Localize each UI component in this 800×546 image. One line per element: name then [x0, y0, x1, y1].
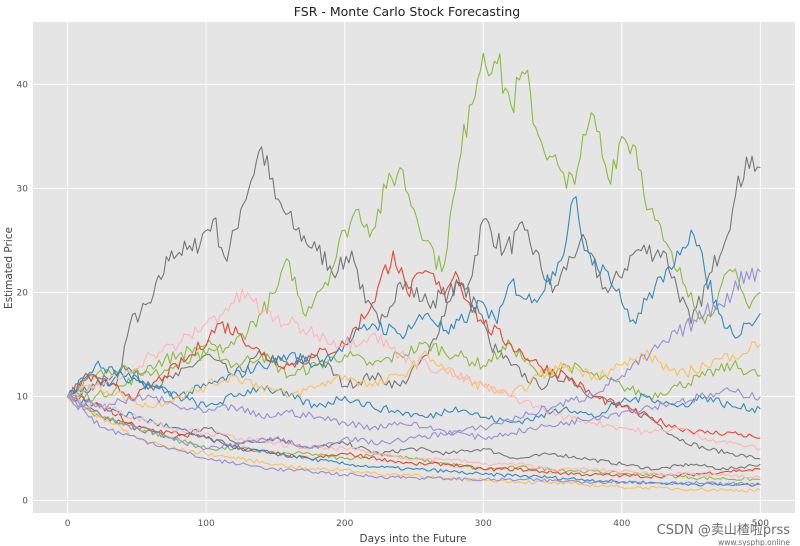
y-tick-label: 10 [17, 392, 29, 402]
series-line-4 [67, 52, 761, 397]
x-tick-label: 500 [752, 519, 769, 529]
chart-title: FSR - Monte Carlo Stock Forecasting [294, 4, 520, 19]
watermark-csdn: CSDN @卖山楂啦prss [657, 523, 791, 538]
series-line-14 [67, 288, 761, 451]
y-tick-label: 20 [17, 288, 29, 298]
series-line-10 [67, 370, 761, 425]
y-tick-label: 40 [17, 80, 29, 90]
x-axis-label: Days into the Future [360, 533, 467, 545]
x-tick-labels: 0 100 200 300 400 500 [65, 519, 769, 529]
x-tick-label: 0 [65, 519, 71, 529]
series-line-18 [67, 387, 761, 441]
y-tick-labels: 0 10 20 30 40 [17, 80, 29, 506]
series-line-7 [67, 250, 761, 439]
series-line-9 [67, 196, 761, 400]
y-tick-label: 30 [17, 184, 29, 194]
series-line-15 [67, 392, 761, 479]
x-tick-label: 200 [336, 519, 353, 529]
x-tick-label: 100 [198, 519, 215, 529]
gridlines [33, 22, 795, 513]
series-line-5 [67, 339, 761, 402]
series-line-16 [67, 267, 761, 451]
x-tick-label: 400 [613, 519, 630, 529]
series-line-17 [67, 396, 761, 487]
series-lines [67, 52, 761, 493]
series-line-8 [67, 392, 761, 479]
series-line-13 [67, 396, 761, 493]
watermark-site: www.sysphp.online [718, 538, 790, 546]
plot-background [33, 22, 795, 513]
x-tick-label: 300 [475, 519, 492, 529]
y-tick-label: 0 [22, 497, 28, 507]
y-axis-label: Estimated Price [3, 227, 15, 309]
